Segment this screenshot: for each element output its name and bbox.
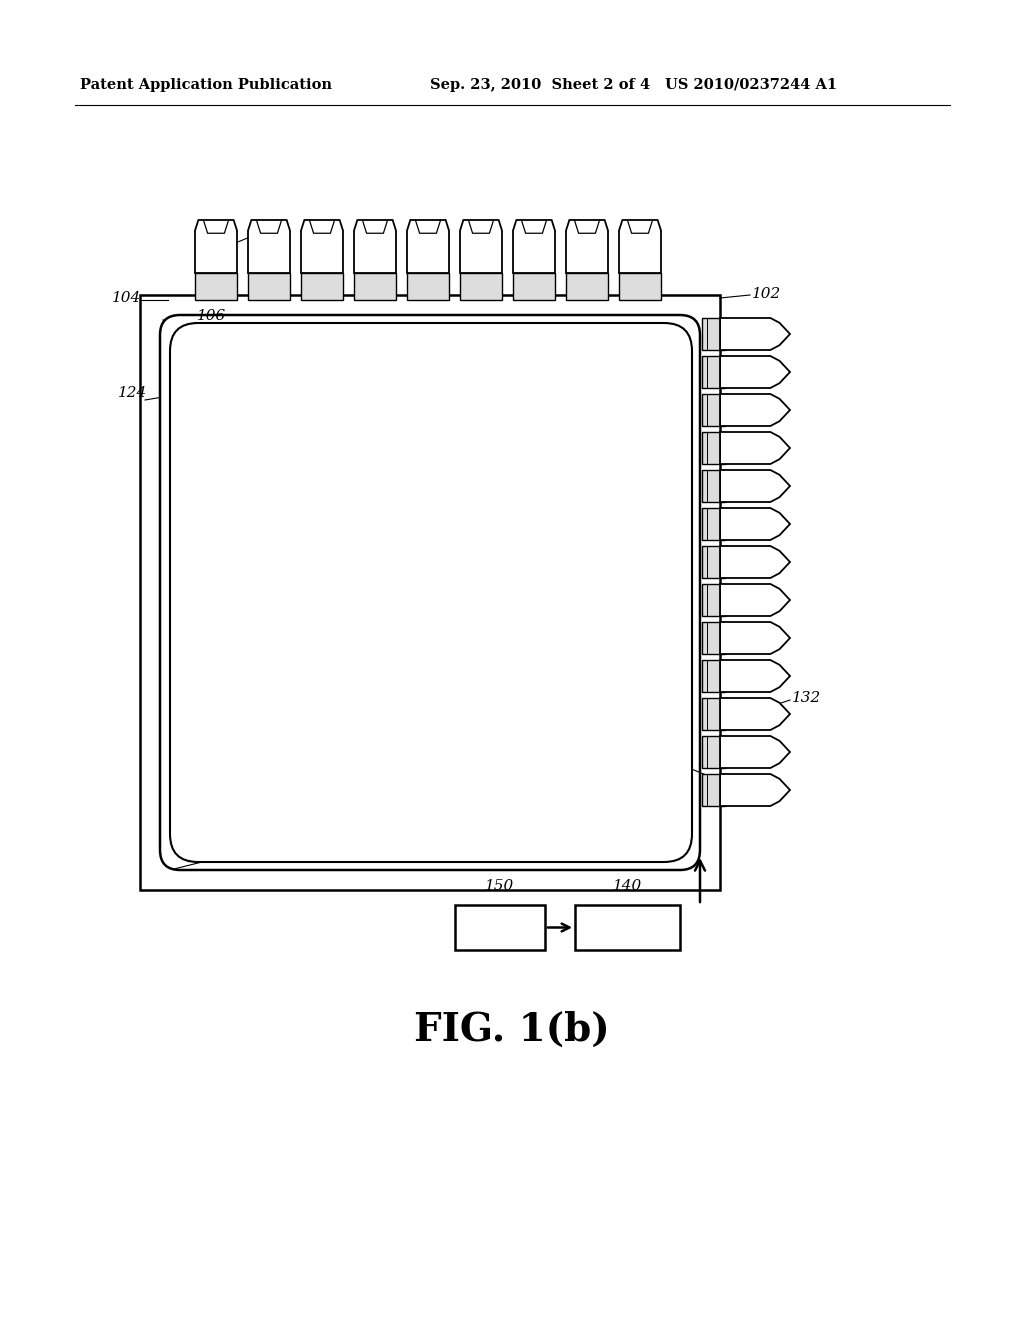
Polygon shape [513, 220, 555, 273]
Text: 150: 150 [485, 879, 515, 894]
FancyBboxPatch shape [170, 323, 692, 862]
Text: 130: 130 [257, 226, 287, 240]
Bar [702, 622, 725, 653]
Text: CTL: CTL [483, 919, 517, 936]
Text: 110: 110 [595, 748, 625, 762]
Polygon shape [720, 546, 790, 578]
Polygon shape [720, 318, 790, 350]
Polygon shape [354, 220, 396, 273]
Bar [702, 737, 725, 768]
Bar [702, 546, 725, 578]
Bar [566, 273, 608, 300]
Text: 108: 108 [655, 801, 684, 814]
Bar [702, 774, 725, 807]
Text: Patent Application Publication: Patent Application Publication [80, 78, 332, 92]
Polygon shape [720, 393, 790, 426]
Polygon shape [720, 774, 790, 807]
Polygon shape [460, 220, 502, 273]
Text: 100: 100 [232, 846, 261, 861]
Polygon shape [720, 356, 790, 388]
Bar [575, 906, 680, 950]
Text: 102: 102 [752, 286, 781, 301]
Bar [407, 273, 449, 300]
Polygon shape [407, 220, 449, 273]
Polygon shape [720, 432, 790, 465]
Polygon shape [720, 737, 790, 768]
Polygon shape [248, 220, 290, 273]
Bar [702, 470, 725, 502]
Polygon shape [720, 470, 790, 502]
Text: DRIVER: DRIVER [593, 919, 663, 936]
Bar [702, 698, 725, 730]
Polygon shape [618, 220, 662, 273]
Polygon shape [720, 698, 790, 730]
Bar [702, 432, 725, 465]
Text: FIG. 1(b): FIG. 1(b) [414, 1011, 610, 1049]
Polygon shape [720, 622, 790, 653]
Polygon shape [301, 220, 343, 273]
Bar [248, 273, 290, 300]
FancyBboxPatch shape [160, 315, 700, 870]
Bar [702, 356, 725, 388]
Text: 140: 140 [613, 879, 642, 894]
Bar [702, 508, 725, 540]
Polygon shape [195, 220, 237, 273]
Polygon shape [720, 508, 790, 540]
Bar [195, 273, 237, 300]
Bar [513, 273, 555, 300]
Text: US 2010/0237244 A1: US 2010/0237244 A1 [665, 78, 838, 92]
Bar [460, 273, 502, 300]
Bar [702, 660, 725, 692]
Bar [455, 906, 545, 950]
Bar [140, 294, 720, 890]
Polygon shape [566, 220, 608, 273]
Text: 104: 104 [112, 290, 141, 305]
Text: 132: 132 [792, 690, 821, 705]
Bar [702, 583, 725, 616]
Bar [301, 273, 343, 300]
Polygon shape [720, 583, 790, 616]
Bar [354, 273, 396, 300]
Bar [702, 318, 725, 350]
Text: 120: 120 [595, 771, 625, 785]
Text: 106: 106 [197, 309, 226, 323]
Bar [618, 273, 662, 300]
Polygon shape [720, 660, 790, 692]
Text: 124: 124 [118, 385, 147, 400]
Bar [702, 393, 725, 426]
Text: Sep. 23, 2010  Sheet 2 of 4: Sep. 23, 2010 Sheet 2 of 4 [430, 78, 650, 92]
